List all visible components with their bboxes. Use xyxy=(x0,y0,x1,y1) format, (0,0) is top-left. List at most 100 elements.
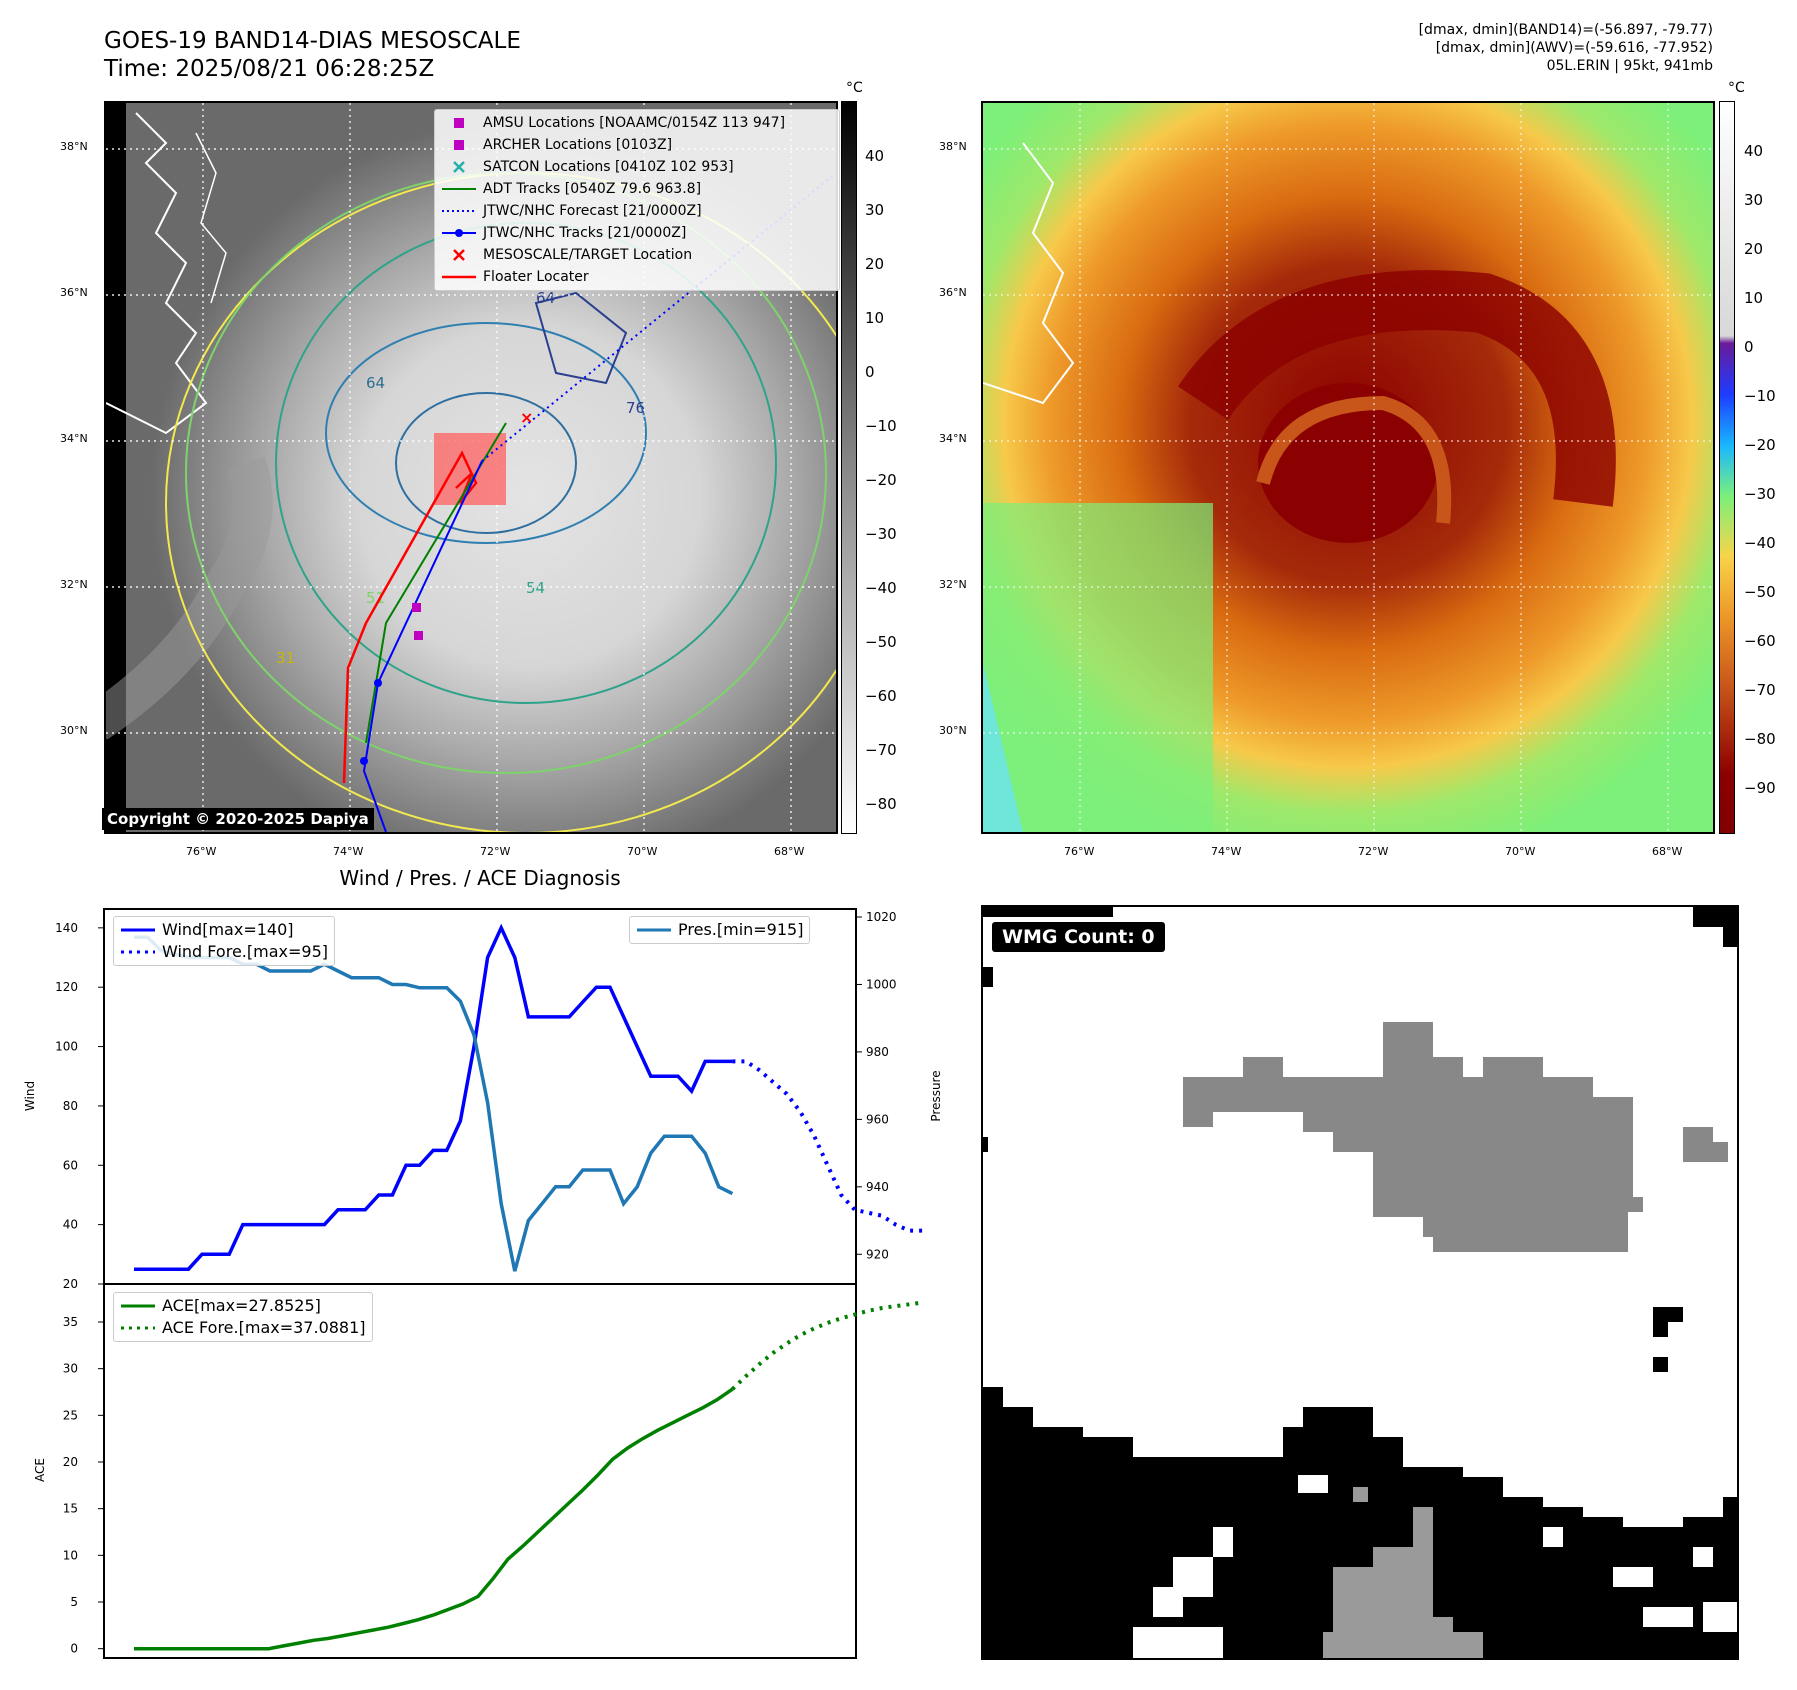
legend-item: SATCON Locations [0410Z 102 953] xyxy=(441,156,833,178)
lat-label: 30°N xyxy=(939,724,967,737)
colorbar-tick: 0 xyxy=(1744,338,1754,356)
axis-tick-label: 960 xyxy=(866,1112,889,1126)
dotted-line-icon xyxy=(441,208,477,214)
dotted-line-icon xyxy=(120,1325,156,1331)
diag-title: Wind / Pres. / ACE Diagnosis xyxy=(339,866,621,890)
legend-item: ARCHER Locations [0103Z] xyxy=(441,134,833,156)
ace-legend: ACE[max=27.8525] ACE Fore.[max=37.0881] xyxy=(113,1292,373,1342)
lon-label: 68°W xyxy=(774,845,805,858)
legend-item: Floater Locater xyxy=(441,266,833,288)
lon-label: 72°W xyxy=(1358,845,1389,858)
colorbar-tick: −10 xyxy=(865,417,897,435)
chart-time: Time: 2025/08/21 06:28:25Z xyxy=(104,56,435,82)
line-dot-icon xyxy=(441,228,477,238)
colorbar-tick: −50 xyxy=(865,633,897,651)
wind-axis-label: Wind xyxy=(23,1081,37,1111)
axis-tick-label: 20 xyxy=(63,1455,78,1469)
axis-tick-label: 40 xyxy=(63,1218,78,1232)
wind-forecast-series xyxy=(732,1059,923,1233)
stats-line-awv: [dmax, dmin](AWV)=(-59.616, -77.952) xyxy=(1435,40,1713,56)
copyright-label: Copyright © 2020-2025 Dapiya xyxy=(102,808,374,830)
contour-label: 51 xyxy=(366,589,385,607)
colorbar-tick: −20 xyxy=(1744,436,1776,454)
map-legend: AMSU Locations [NOAAMC/0154Z 113 947] AR… xyxy=(434,109,840,291)
chart-title: GOES-19 BAND14-DIAS MESOSCALE xyxy=(104,28,521,54)
solid-line-icon xyxy=(441,186,477,192)
colorbar-tick: −40 xyxy=(1744,534,1776,552)
solid-line-icon xyxy=(636,927,672,933)
colorbar-tick: −30 xyxy=(1744,485,1776,503)
axis-tick-label: 920 xyxy=(866,1247,889,1261)
lon-label: 76°W xyxy=(186,845,217,858)
pressure-legend: Pres.[min=915] xyxy=(629,916,811,944)
colorbar-tick: 10 xyxy=(1744,289,1764,307)
lat-label: 32°N xyxy=(939,578,967,591)
contour-label: 54 xyxy=(526,579,545,597)
legend-item: Pres.[min=915] xyxy=(636,919,803,941)
solid-line-icon xyxy=(120,927,156,933)
axis-tick-label: 5 xyxy=(70,1595,78,1609)
solid-line-icon xyxy=(441,274,477,280)
x-marker-icon xyxy=(441,249,477,261)
colorbar-tick: 40 xyxy=(1744,142,1764,160)
lon-label: 76°W xyxy=(1064,845,1095,858)
lon-label: 72°W xyxy=(480,845,511,858)
axis-tick-label: 140 xyxy=(55,921,78,935)
dotted-line-icon xyxy=(120,949,156,955)
legend-item: ACE Fore.[max=37.0881] xyxy=(120,1317,366,1339)
axis-tick-label: 1000 xyxy=(866,977,897,991)
lat-label: 32°N xyxy=(60,578,88,591)
square-marker-icon xyxy=(441,140,477,150)
square-marker-icon xyxy=(441,118,477,128)
colorbar-tick: 30 xyxy=(865,201,885,219)
contour-label: 64 xyxy=(536,289,555,307)
legend-item: JTWC/NHC Forecast [21/0000Z] xyxy=(441,200,833,222)
x-marker-icon xyxy=(441,161,477,173)
storm-info: 05L.ERIN | 95kt, 941mb xyxy=(1546,58,1713,74)
lon-label: 70°W xyxy=(627,845,658,858)
colorbar-tick: −50 xyxy=(1744,583,1776,601)
wmg-count-label: WMG Count: 0 xyxy=(992,922,1165,952)
lon-label: 68°W xyxy=(1652,845,1683,858)
colorbar-tick: 30 xyxy=(1744,191,1764,209)
lat-label: 38°N xyxy=(939,140,967,153)
svg-text:×: × xyxy=(520,408,533,427)
colorbar-tick: 0 xyxy=(865,363,875,381)
colorbar-tick: 20 xyxy=(865,255,885,273)
pressure-series xyxy=(134,935,734,1272)
lon-label: 70°W xyxy=(1505,845,1536,858)
legend-item: MESOSCALE/TARGET Location xyxy=(441,244,833,266)
contour-label: 64 xyxy=(366,374,385,392)
axis-tick-label: 120 xyxy=(55,980,78,994)
axis-tick-label: 0 xyxy=(70,1642,78,1656)
colorbar-tick: −10 xyxy=(1744,387,1776,405)
axis-tick-label: 100 xyxy=(55,1040,78,1054)
axis-tick-label: 80 xyxy=(63,1099,78,1113)
solid-line-icon xyxy=(120,1303,156,1309)
lat-label: 36°N xyxy=(60,286,88,299)
legend-item: Wind Fore.[max=95] xyxy=(120,941,328,963)
wmg-panel xyxy=(981,905,1739,1660)
colorbar-tick: 10 xyxy=(865,309,885,327)
colorbar-tick: −90 xyxy=(1744,779,1776,797)
stats-line-band14: [dmax, dmin](BAND14)=(-56.897, -79.77) xyxy=(1418,22,1713,38)
lat-label: 30°N xyxy=(60,724,88,737)
axis-tick-label: 30 xyxy=(63,1362,78,1376)
lat-label: 38°N xyxy=(60,140,88,153)
colorbar-tick: −60 xyxy=(865,687,897,705)
grayscale-colorbar xyxy=(841,101,857,834)
ace-axis-label: ACE xyxy=(33,1458,47,1482)
lon-label: 74°W xyxy=(333,845,364,858)
axis-tick-label: 60 xyxy=(63,1158,78,1172)
legend-item: JTWC/NHC Tracks [21/0000Z] xyxy=(441,222,833,244)
colorbar-tick: −20 xyxy=(865,471,897,489)
axis-tick-label: 25 xyxy=(63,1408,78,1422)
color-colorbar xyxy=(1719,101,1735,834)
colorbar-tick: −30 xyxy=(865,525,897,543)
legend-item: AMSU Locations [NOAAMC/0154Z 113 947] xyxy=(441,112,833,134)
axis-tick-label: 1020 xyxy=(866,910,897,924)
colorbar-tick: −80 xyxy=(1744,730,1776,748)
lat-label: 36°N xyxy=(939,286,967,299)
legend-item: Wind[max=140] xyxy=(120,919,328,941)
